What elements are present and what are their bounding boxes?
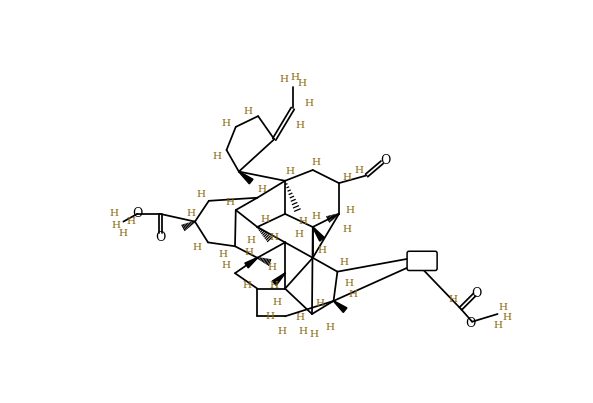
Text: H: H <box>273 298 282 307</box>
Text: H: H <box>119 229 128 238</box>
Text: H: H <box>212 152 221 161</box>
Text: H: H <box>242 281 251 290</box>
Text: H: H <box>111 221 120 230</box>
Polygon shape <box>313 227 324 241</box>
Text: H: H <box>355 166 364 174</box>
Text: H: H <box>310 330 319 339</box>
Text: H: H <box>270 233 279 241</box>
Text: H: H <box>221 261 230 270</box>
Polygon shape <box>272 273 285 285</box>
Text: H: H <box>257 185 266 194</box>
Text: O: O <box>380 154 390 167</box>
Text: H: H <box>345 279 353 288</box>
Text: H: H <box>342 173 351 182</box>
Polygon shape <box>333 301 347 312</box>
Text: Abs: Abs <box>412 255 432 265</box>
Text: H: H <box>244 248 253 257</box>
Text: H: H <box>311 212 320 221</box>
Text: H: H <box>126 217 136 226</box>
Text: H: H <box>291 73 299 82</box>
Text: H: H <box>296 121 305 130</box>
Text: H: H <box>345 206 354 214</box>
Text: H: H <box>110 210 119 218</box>
Text: H: H <box>279 75 288 84</box>
Text: H: H <box>298 217 307 226</box>
Text: H: H <box>278 327 286 336</box>
Text: H: H <box>192 243 201 251</box>
Polygon shape <box>245 258 257 268</box>
Text: H: H <box>325 322 334 332</box>
Text: H: H <box>348 290 358 299</box>
Text: H: H <box>339 258 348 267</box>
Text: H: H <box>298 327 307 336</box>
Text: H: H <box>260 215 270 224</box>
Text: O: O <box>155 231 165 244</box>
Text: O: O <box>471 287 481 300</box>
Text: H: H <box>317 245 327 255</box>
Text: H: H <box>493 321 502 330</box>
Text: H: H <box>448 295 457 304</box>
Text: H: H <box>270 281 279 290</box>
Text: H: H <box>304 99 314 108</box>
Text: H: H <box>221 118 230 128</box>
Text: H: H <box>499 303 508 312</box>
Text: H: H <box>342 225 351 234</box>
Polygon shape <box>239 171 253 184</box>
Text: H: H <box>502 314 511 322</box>
Text: H: H <box>197 190 206 199</box>
Text: H: H <box>244 107 253 116</box>
Text: H: H <box>294 230 304 239</box>
Text: H: H <box>298 79 307 87</box>
Text: H: H <box>266 312 275 321</box>
Text: H: H <box>316 299 325 309</box>
FancyBboxPatch shape <box>407 251 437 270</box>
Text: H: H <box>311 158 320 167</box>
Text: O: O <box>466 317 476 330</box>
Text: H: H <box>219 250 228 259</box>
Text: H: H <box>296 314 305 322</box>
Text: O: O <box>132 208 142 220</box>
Text: H: H <box>267 263 276 272</box>
Text: H: H <box>225 198 234 207</box>
Text: H: H <box>187 210 196 218</box>
Text: H: H <box>247 237 256 245</box>
Text: H: H <box>285 167 294 176</box>
